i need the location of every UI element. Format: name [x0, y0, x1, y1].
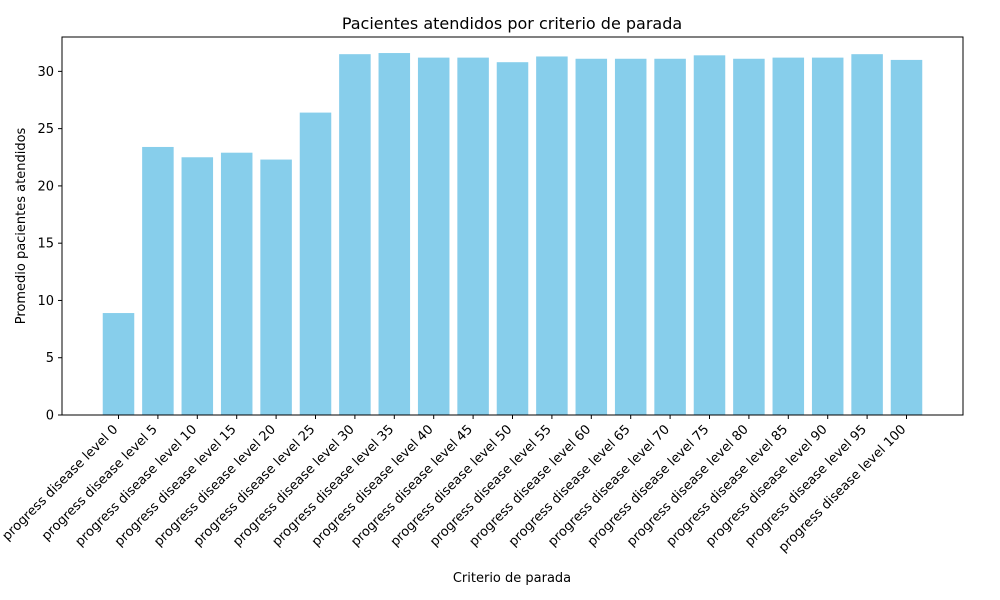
- bar: [496, 62, 529, 415]
- y-axis-label: Promedio pacientes atendidos: [14, 127, 29, 324]
- y-axis: 0 5 10 15 20 25 30: [37, 65, 62, 424]
- y-tick-label: 30: [37, 65, 54, 80]
- chart-title: Pacientes atendidos por criterio de para…: [342, 14, 682, 33]
- bar: [260, 159, 292, 415]
- plot-frame: [61, 36, 964, 416]
- bar: [575, 58, 608, 415]
- bar: [851, 54, 883, 416]
- bar: [890, 59, 923, 415]
- bar: [811, 57, 844, 416]
- bar: [733, 58, 765, 415]
- x-axis-label: Criterio de parada: [453, 571, 571, 586]
- y-tick-label: 20: [37, 179, 54, 194]
- bar: [417, 57, 450, 416]
- y-tick-label: 10: [37, 294, 54, 309]
- y-tick-label: 0: [46, 409, 54, 424]
- bar: [457, 57, 489, 416]
- y-tick-label: 25: [37, 122, 54, 137]
- bar: [614, 58, 647, 415]
- bar: [536, 56, 568, 415]
- y-tick-label: 15: [37, 237, 54, 252]
- bar: [102, 313, 135, 415]
- bars-group: [102, 53, 923, 416]
- bar: [299, 112, 332, 415]
- bar: [339, 54, 371, 416]
- bar: [142, 146, 174, 415]
- bar: [181, 157, 214, 415]
- bar: [378, 53, 411, 415]
- bar: [220, 152, 253, 415]
- bar: [772, 57, 805, 416]
- y-tick-label: 5: [46, 351, 54, 366]
- bar: [693, 55, 726, 415]
- bar: [654, 58, 686, 415]
